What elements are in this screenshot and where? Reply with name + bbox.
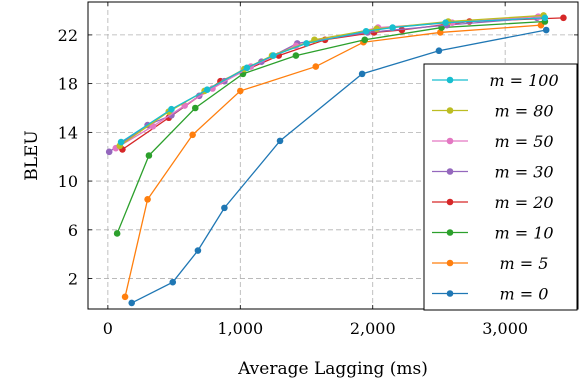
data-point <box>389 24 396 31</box>
data-point <box>358 70 366 78</box>
legend-label: m = 80 <box>494 102 553 121</box>
legend-swatch-marker <box>446 290 454 297</box>
data-point <box>312 63 320 70</box>
data-point <box>194 247 202 254</box>
legend-swatch-marker <box>446 198 454 206</box>
data-point <box>398 26 406 34</box>
data-point <box>435 47 443 55</box>
data-point <box>105 148 113 156</box>
data-point <box>121 293 129 301</box>
x-tick-label: 2,000 <box>350 319 396 338</box>
data-point <box>113 230 121 237</box>
legend-label: m = 20 <box>494 193 553 212</box>
legend-label: m = 5 <box>500 254 549 273</box>
legend-item: m = 50 <box>432 132 554 151</box>
legend-label: m = 100 <box>489 71 558 90</box>
data-point <box>243 64 251 72</box>
series-m-100 <box>117 14 549 146</box>
legend-item: m = 100 <box>432 71 559 90</box>
data-point <box>442 19 449 27</box>
legend-swatch-marker <box>446 259 454 267</box>
data-point <box>191 104 199 112</box>
data-point <box>361 36 369 44</box>
data-point <box>276 137 284 145</box>
data-point <box>560 14 567 22</box>
legend-item: m = 0 <box>432 285 548 304</box>
data-point <box>117 138 125 146</box>
series-line <box>124 24 541 297</box>
legend-box <box>423 63 578 311</box>
data-point <box>270 52 277 59</box>
data-point <box>362 27 370 35</box>
data-point <box>303 40 310 47</box>
legend-label: m = 0 <box>500 285 549 304</box>
legend-label: m = 50 <box>494 132 553 151</box>
series-layer <box>105 12 567 307</box>
legend-swatch-marker <box>446 229 454 236</box>
data-point <box>189 131 196 139</box>
data-point <box>144 196 151 203</box>
legend-swatch-marker <box>446 76 454 84</box>
data-point <box>541 14 549 22</box>
y-tick-label: 10 <box>58 172 78 191</box>
data-point <box>128 299 136 307</box>
x-tick-label: 3,000 <box>482 319 528 338</box>
x-tick-label: 1,000 <box>217 319 263 338</box>
legend-swatch-marker <box>446 137 454 145</box>
y-axis-label: BLEU <box>22 130 42 181</box>
legend-swatch-marker <box>446 107 454 114</box>
legend-item: m = 30 <box>432 163 554 182</box>
x-axis-label: Average Lagging (ms) <box>237 359 428 379</box>
x-tick-label: 0 <box>103 319 113 338</box>
data-point <box>168 105 175 113</box>
series-line <box>120 17 545 143</box>
y-tick-label: 22 <box>58 26 78 45</box>
y-tick-label: 18 <box>58 75 78 94</box>
series-m-5 <box>121 21 545 301</box>
y-tick-label: 6 <box>68 221 78 240</box>
legend-label: m = 30 <box>494 163 553 182</box>
legend-item: m = 80 <box>432 102 554 121</box>
data-point <box>221 204 228 212</box>
legend-item: m = 20 <box>432 193 554 212</box>
legend-item: m = 5 <box>432 254 548 273</box>
series-m-0 <box>128 26 550 307</box>
plot-frame <box>87 1 579 310</box>
data-point <box>236 87 244 95</box>
legend-item: m = 10 <box>432 224 554 243</box>
series-line <box>116 20 545 234</box>
series-line <box>131 29 547 304</box>
legend-label: m = 10 <box>494 224 553 243</box>
y-tick-label: 14 <box>58 123 78 142</box>
axis-ticks: 0 1,000 2,000 3,000 2 6 10 14 18 22 <box>58 2 578 338</box>
data-point <box>542 26 550 34</box>
data-point <box>203 86 211 94</box>
data-point <box>169 278 177 286</box>
y-tick-label: 2 <box>68 270 78 289</box>
data-point <box>145 152 153 159</box>
legend: m = 100 m = 80 m = 50 m = 30 m = 20 m = 10 m =… <box>423 63 578 311</box>
data-point <box>292 52 300 59</box>
legend-swatch-marker <box>446 168 454 175</box>
